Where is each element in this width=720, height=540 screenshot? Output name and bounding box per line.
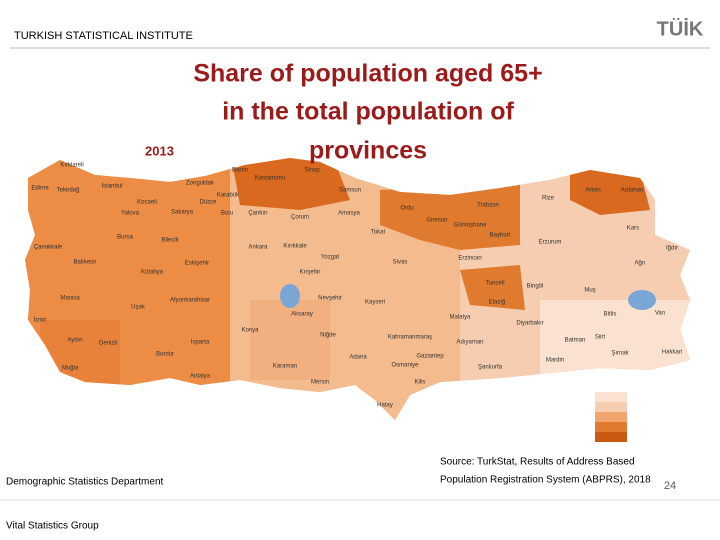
province-label: Nevşehir <box>318 296 342 302</box>
province-label: Bitlis <box>604 312 617 318</box>
province-label: İstanbul <box>101 183 122 190</box>
province-label: Adana <box>349 355 367 361</box>
province-label: Şanlıurfa <box>478 365 503 371</box>
province-label: Ağrı <box>634 261 645 267</box>
province-label: Kırıkkale <box>283 244 307 250</box>
province-label: Osmaniye <box>391 363 419 369</box>
province-label: Gaziantep <box>416 354 444 360</box>
province-label: Bartın <box>232 168 248 174</box>
province-label: Kocaeli <box>137 200 157 206</box>
province-label: Giresun <box>426 218 447 224</box>
province-label: Hakkari <box>662 350 682 356</box>
province-label: Bilecik <box>161 238 179 244</box>
year: 2013 <box>145 143 174 158</box>
province-label: Sakarya <box>171 210 194 216</box>
province-label: Aksaray <box>291 312 313 318</box>
province-label: Burdur <box>156 352 174 358</box>
lake <box>280 284 300 308</box>
province-label: Kilis <box>414 380 425 386</box>
province-label: Kahramanmaraş <box>388 335 432 341</box>
province-label: Bingöl <box>527 284 544 290</box>
province-label: Balıkesir <box>73 260 96 266</box>
province-label: Trabzon <box>477 203 499 209</box>
title-line: Share of population aged 65+ <box>193 60 542 88</box>
title-line: in the total population of <box>222 98 514 126</box>
province-label: Kars <box>627 226 639 232</box>
province-label: Adıyaman <box>456 340 483 346</box>
province-label: Gümüşhane <box>454 223 487 229</box>
province-label: Bolu <box>221 211 233 217</box>
province-label: Ordu <box>400 206 413 212</box>
province-label: Kırşehir <box>300 270 321 276</box>
province-label: Muğla <box>62 366 79 372</box>
province-label: İzmir <box>34 317 47 324</box>
province-label: Sivas <box>393 260 408 266</box>
province-label: Mardin <box>546 358 564 364</box>
province-label: Afyonkarahisar <box>170 298 210 304</box>
province-label: Erzincan <box>458 256 481 262</box>
province-label: Iğdır <box>666 246 678 252</box>
page-number: 24 <box>664 480 676 492</box>
province-label: Hatay <box>377 403 393 409</box>
province-label: Manisa <box>60 296 80 302</box>
province-label: Yozgat <box>321 255 339 261</box>
province-label: Diyarbakır <box>516 321 543 327</box>
province-label: Batman <box>565 338 586 344</box>
lake <box>628 290 656 310</box>
title-line: provinces <box>309 137 427 165</box>
province-label: Sinop <box>304 168 320 174</box>
province-label: Niğde <box>320 333 336 339</box>
header-institute: TURKISH STATISTICAL INSTITUTE <box>14 30 193 42</box>
province-label: Rize <box>542 196 555 202</box>
province-label: Çorum <box>291 215 309 221</box>
province-label: Siirt <box>595 335 606 341</box>
province-label: Malatya <box>449 315 471 321</box>
province-label: Samsun <box>339 188 361 194</box>
province-label: Bayburt <box>490 233 511 239</box>
province-label: Kütahya <box>141 270 164 276</box>
province-label: Çanakkale <box>34 245 63 251</box>
province-label: Ardahan <box>621 188 644 194</box>
logo: TÜİK <box>657 17 704 40</box>
province-label: Erzurum <box>539 240 562 246</box>
province-label: Eskişehir <box>185 261 209 267</box>
province-label: Mersin <box>311 380 329 386</box>
province-label: Uşak <box>131 305 146 311</box>
province-label: Tekirdağ <box>57 188 80 194</box>
province-label: Zonguldak <box>186 181 215 187</box>
province-label: Bursa <box>117 235 133 241</box>
province-label: Aydın <box>67 338 82 344</box>
province-label: Amasya <box>338 211 360 217</box>
province-label: Karabük <box>217 193 240 199</box>
province-label: Muş <box>584 288 595 294</box>
province-label: Çankırı <box>248 211 268 217</box>
footer-group: Vital Statistics Group <box>6 521 99 532</box>
province-label: Ankara <box>248 245 268 251</box>
province-label: Konya <box>241 328 259 334</box>
province-label: Kastamonu <box>255 176 285 182</box>
source: Source: TurkStat, Results of Address Bas… <box>440 457 635 468</box>
province-label: Isparta <box>191 340 210 346</box>
province-label: Elazığ <box>489 300 506 306</box>
province-label: Düzce <box>199 200 217 206</box>
footer-department: Demographic Statistics Department <box>6 477 164 488</box>
legend <box>595 392 627 442</box>
province-label: Kırklareli <box>60 163 83 169</box>
province-label: Karaman <box>273 364 297 370</box>
province-label: Denizli <box>99 341 117 347</box>
source: Population Registration System (ABPRS), … <box>440 475 651 486</box>
province-label: Tokat <box>371 230 386 236</box>
province-label: Yalova <box>121 211 140 217</box>
province-label: Antalya <box>190 374 211 380</box>
province-label: Van <box>655 311 665 317</box>
province-label: Edirne <box>31 186 49 192</box>
province-label: Şırnak <box>611 351 629 357</box>
province-label: Kayseri <box>365 300 385 306</box>
province-label: Artvin <box>585 188 600 194</box>
province-label: Tunceli <box>485 281 504 287</box>
